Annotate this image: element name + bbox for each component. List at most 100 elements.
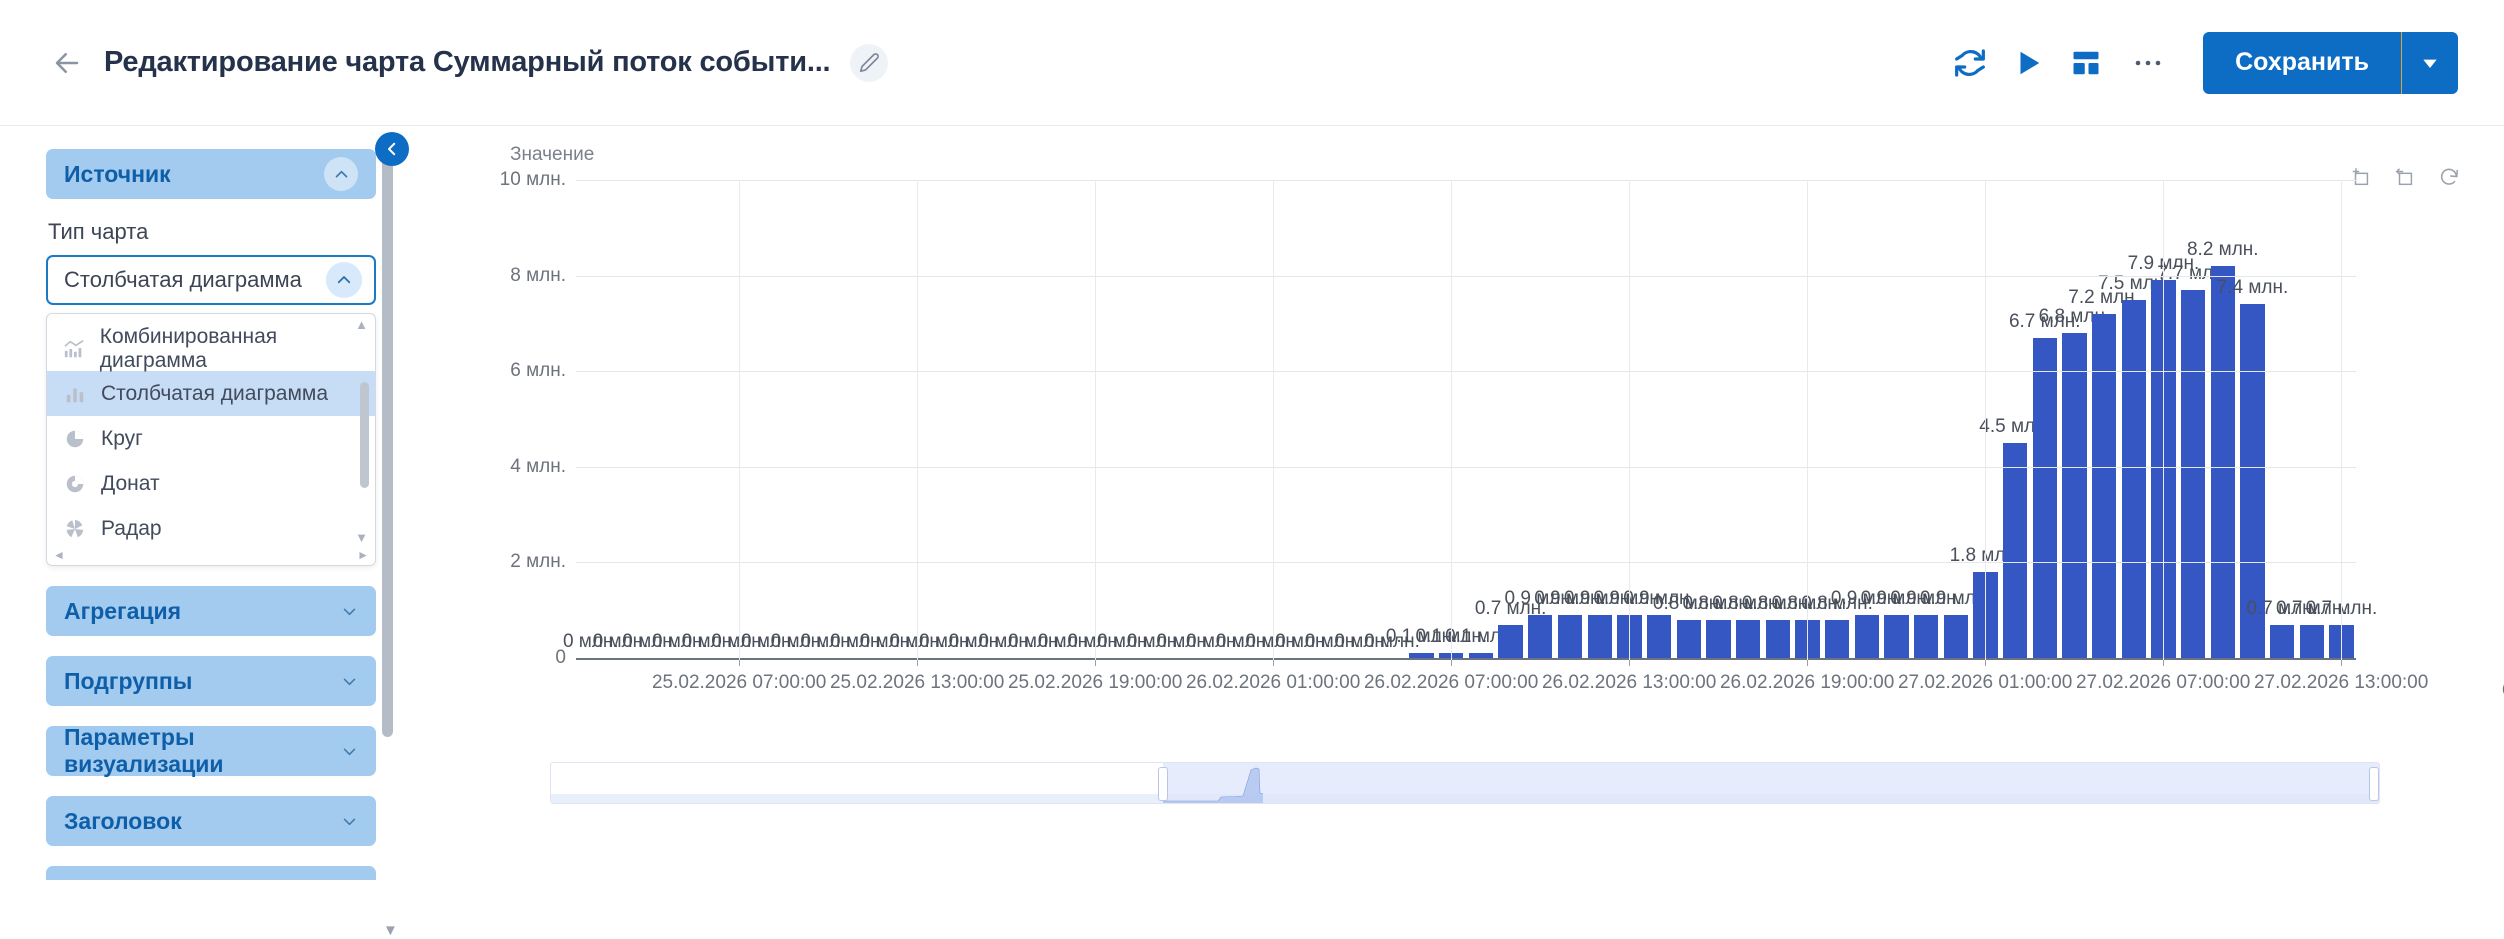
bar-value-label: 0 млн. — [948, 631, 1005, 652]
bar-item[interactable]: 0.8 млн. — [1653, 180, 1725, 658]
bar-item[interactable]: 6.8 млн. — [2039, 180, 2110, 658]
bar-item[interactable]: 0 млн. — [978, 180, 1034, 658]
bar-value-label: 0 млн. — [592, 631, 649, 652]
bar-item[interactable]: 7.7 млн. — [2157, 180, 2229, 658]
dropdown-option-combo[interactable]: Комбинированная диаграмма — [47, 324, 375, 372]
data-zoom-slider[interactable] — [550, 762, 2380, 804]
pencil-icon[interactable] — [850, 43, 889, 82]
bar-item[interactable]: 0 млн. — [652, 180, 708, 658]
bar-item[interactable]: 4.5 млн. — [1979, 180, 2051, 658]
bar-item[interactable]: 0 млн. — [949, 180, 1005, 658]
bar-item[interactable]: 0 млн. — [1364, 180, 1420, 658]
bar-item[interactable]: 0.8 млн. — [1742, 180, 1814, 658]
zoom-back-icon[interactable] — [2394, 166, 2416, 193]
bar-item[interactable]: 0.8 млн. — [1801, 180, 1873, 658]
bar-item[interactable]: 0 млн. — [1275, 180, 1331, 658]
sidebar-collapse-button[interactable] — [375, 132, 409, 166]
sidebar-section-title[interactable]: Заголовок — [46, 796, 376, 846]
bar-item[interactable]: 7.2 млн. — [2068, 180, 2140, 658]
bar-item[interactable]: 0.9 млн. — [1505, 180, 1576, 658]
bar-item[interactable]: 0 млн. — [860, 180, 916, 658]
restore-icon[interactable] — [2438, 166, 2460, 193]
bar-item[interactable]: 0.8 млн. — [1683, 180, 1754, 658]
sidebar-section-partial[interactable] — [46, 866, 376, 880]
sidebar-section-subgroups[interactable]: Подгруппы — [46, 656, 376, 706]
dropdown-option-donut[interactable]: Донат — [47, 461, 375, 506]
x-gridline — [739, 180, 741, 660]
bar-item[interactable]: 0.1 млн. — [1386, 180, 1457, 658]
data-zoom-window[interactable] — [1163, 763, 2379, 803]
bar-item[interactable]: 0 млн. — [1334, 180, 1390, 658]
bar-item[interactable]: 0.8 млн. — [1712, 180, 1784, 658]
sidebar-scrollbar[interactable] — [382, 137, 393, 737]
bar-item[interactable]: 0 млн. — [682, 180, 738, 658]
bar-item[interactable]: 0.9 млн. — [1861, 180, 1932, 658]
save-button[interactable]: Сохранить — [2203, 31, 2402, 94]
dropdown-option-radar[interactable]: Радар — [47, 506, 375, 551]
dropdown-option-label: Комбинированная диаграмма — [99, 324, 278, 372]
refresh-icon[interactable] — [1941, 37, 1999, 89]
bar-value-label: 0.8 млн. — [1712, 592, 1784, 614]
bar-value-label: 0.7 млн. — [2275, 597, 2348, 619]
bar-item[interactable]: 0 млн. — [1038, 180, 1094, 658]
bar-item[interactable]: 0.9 млн. — [1623, 180, 1695, 658]
x-gridline — [2341, 180, 2343, 660]
bar — [1646, 614, 1672, 658]
data-zoom-handle-right[interactable] — [2369, 767, 2379, 801]
dropdown-scroll-down-icon[interactable]: ▼ — [355, 530, 368, 545]
play-icon[interactable] — [1999, 37, 2057, 89]
bar-item[interactable]: 0 млн. — [800, 180, 856, 658]
bar-item[interactable]: 0.9 млн. — [1920, 180, 1992, 658]
bar-item[interactable]: 0 млн. — [830, 180, 886, 658]
bar-item[interactable]: 0.7 млн. — [1475, 180, 1546, 658]
dropdown-horizontal-scrollbar[interactable]: ◄ ► — [53, 548, 369, 562]
bar-item[interactable]: 8.2 млн. — [2187, 180, 2259, 658]
bar-item[interactable]: 7.5 млн. — [2098, 180, 2170, 658]
bar-item[interactable]: 0 млн. — [1127, 180, 1183, 658]
bar-item[interactable]: 0 млн. — [771, 180, 827, 658]
bar-item[interactable]: 0 млн. — [741, 180, 797, 658]
bar-item[interactable]: 0 млн. — [919, 180, 975, 658]
dropdown-scroll-right-icon[interactable]: ► — [357, 548, 369, 562]
data-zoom-handle-left[interactable] — [1158, 767, 1169, 801]
bar-item[interactable]: 0 млн. — [1186, 180, 1242, 658]
bar-item[interactable]: 0.9 млн. — [1534, 180, 1606, 658]
bar-item[interactable]: 0 млн. — [593, 180, 649, 658]
dropdown-scroll-up-icon[interactable]: ▲ — [355, 317, 368, 332]
dropdown-option-pie[interactable]: Круг — [47, 416, 375, 461]
chart-type-label: Тип чарта — [48, 219, 149, 244]
dropdown-option-bar[interactable]: Столбчатая диаграмма — [47, 371, 375, 416]
bar-item[interactable]: 0 млн. — [1216, 180, 1272, 658]
sidebar-section-source[interactable]: Источник — [46, 149, 376, 199]
bar-item[interactable]: 0.7 млн. — [2276, 180, 2348, 658]
bar-item[interactable]: 0.9 млн. — [1831, 180, 1903, 658]
donut-chart-icon — [63, 472, 87, 496]
dropdown-scroll-left-icon[interactable]: ◄ — [53, 548, 65, 562]
bar-value-label: 0 млн. — [1037, 631, 1094, 652]
bar-item[interactable]: 0.9 млн. — [1890, 180, 1962, 658]
layout-icon[interactable] — [2057, 37, 2115, 89]
bar-item[interactable]: 6.7 млн. — [2009, 180, 2081, 658]
bar-item[interactable]: 0 млн. — [622, 180, 678, 658]
bar-item[interactable]: 0 млн. — [1156, 180, 1212, 658]
bar-item[interactable]: 0 млн. — [563, 180, 619, 658]
bar-item[interactable]: 0.1 млн. — [1445, 180, 1517, 658]
sidebar-section-aggregation[interactable]: Агрегация — [46, 586, 376, 636]
chevron-up-icon[interactable] — [326, 262, 362, 298]
bar-item[interactable]: 0 млн. — [1305, 180, 1361, 658]
bar-item[interactable]: 0.7 млн. — [2246, 180, 2318, 658]
dropdown-scrollbar[interactable] — [360, 382, 369, 488]
x-axis-tick: 27.02.2026 07:00:00 — [2075, 672, 2251, 693]
zoom-area-icon[interactable] — [2350, 166, 2372, 193]
bar-item[interactable]: 7.4 млн. — [2217, 180, 2288, 658]
sidebar-scroll-down-icon[interactable]: ▼ — [383, 922, 398, 939]
bar-item[interactable]: 0 млн. — [1008, 180, 1064, 658]
chart-type-select[interactable]: Столбчатая диаграмма — [46, 255, 376, 305]
more-icon[interactable] — [2115, 37, 2181, 89]
x-axis-tick: 26.02.2026 19:00:00 — [1719, 672, 1895, 693]
save-dropdown-caret-icon[interactable] — [2402, 31, 2458, 94]
bar-item[interactable]: 0 млн. — [1097, 180, 1153, 658]
bar-item[interactable]: 0.9 млн. — [1564, 180, 1635, 658]
back-arrow-icon[interactable] — [50, 46, 84, 80]
sidebar-section-visualization-params[interactable]: Параметры визуализации — [46, 724, 376, 777]
